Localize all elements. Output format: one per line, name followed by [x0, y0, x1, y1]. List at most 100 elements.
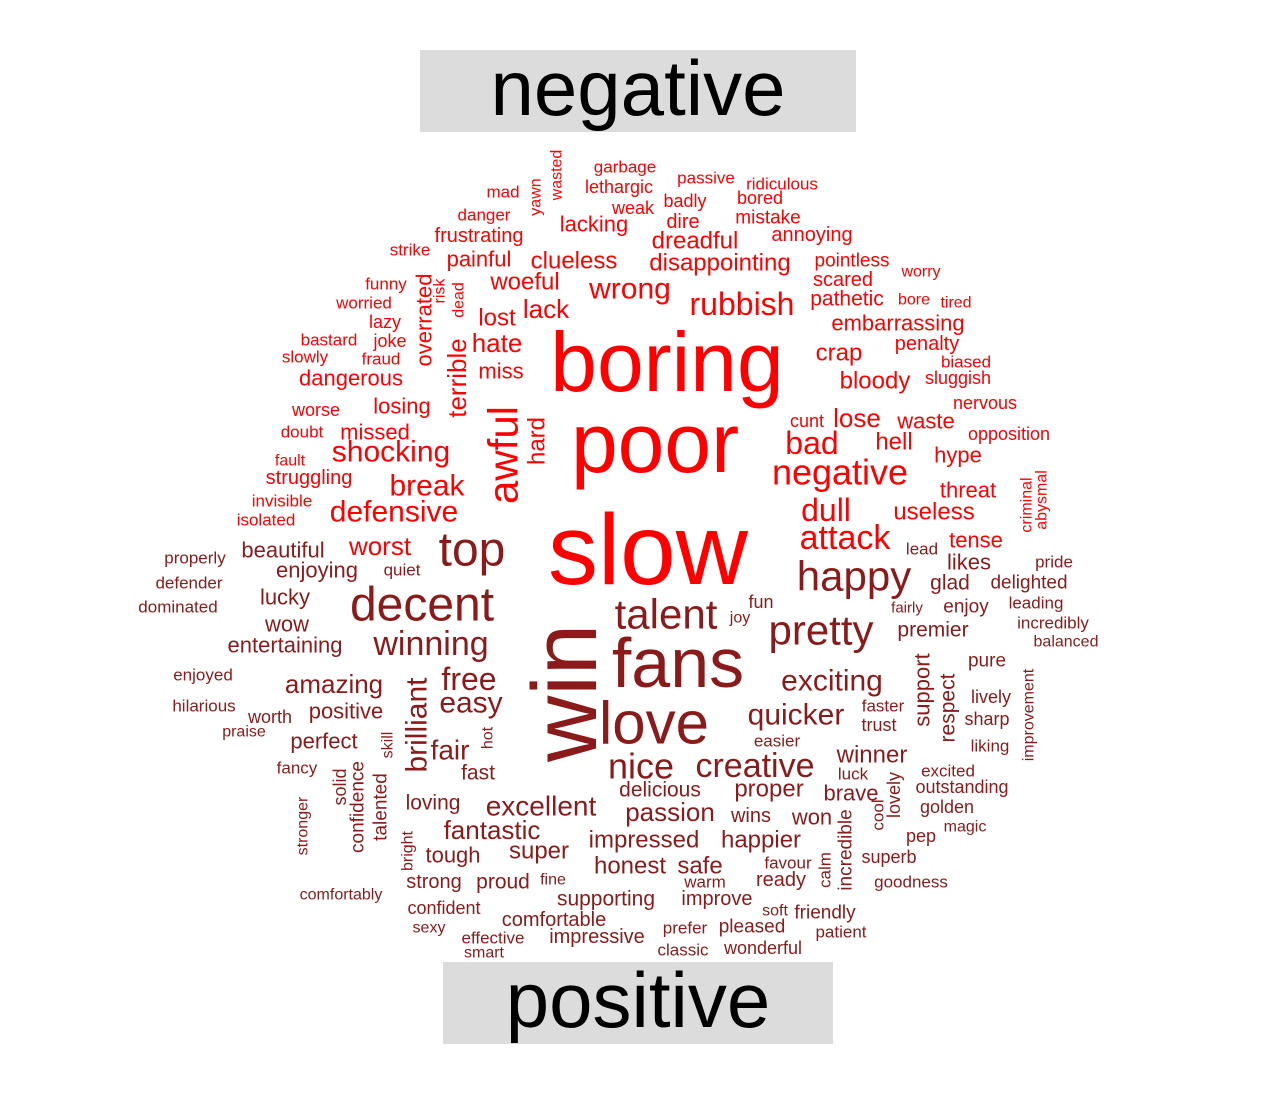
- word-wonderful: wonderful: [723, 938, 802, 958]
- word-frustrating: frustrating: [435, 225, 524, 247]
- word-confidence: confidence: [348, 761, 369, 853]
- word-outstanding: outstanding: [915, 777, 1008, 797]
- word-enjoying: enjoying: [276, 558, 358, 583]
- word-effective: effective: [461, 929, 524, 948]
- word-free: free: [441, 661, 496, 697]
- positive-label-background: [443, 962, 833, 1044]
- word-easy: easy: [439, 687, 502, 720]
- word-dreadful: dreadful: [652, 228, 739, 255]
- word-opposition: opposition: [968, 424, 1050, 444]
- word-lively: lively: [971, 687, 1011, 707]
- word-improvement: improvement: [1021, 668, 1038, 761]
- word-leading: leading: [1009, 594, 1064, 613]
- word-trust: trust: [861, 715, 896, 735]
- word-confident: confident: [407, 898, 480, 918]
- word-abysmal: abysmal: [1034, 470, 1051, 530]
- word-dangerous: dangerous: [299, 366, 403, 391]
- word-lose: lose: [833, 403, 881, 433]
- word-overrated: overrated: [412, 274, 437, 367]
- word-struggling: struggling: [266, 467, 353, 489]
- word-poor: poor: [571, 396, 739, 490]
- word-invisible: invisible: [252, 492, 312, 511]
- word-worth: worth: [247, 707, 292, 727]
- word-honest: honest: [594, 853, 666, 880]
- word-penalty: penalty: [895, 333, 960, 355]
- negative-label-background: [420, 50, 856, 132]
- word-beautiful: beautiful: [241, 538, 324, 563]
- word-proud: proud: [476, 871, 530, 894]
- word-soft: soft: [762, 903, 788, 920]
- word-strike: strike: [390, 241, 431, 260]
- word-terrible: terrible: [442, 338, 472, 417]
- word-attack: attack: [800, 519, 892, 557]
- word-awful: awful: [480, 406, 527, 504]
- word-comfortably: comfortably: [300, 887, 383, 904]
- word-tired: tired: [940, 295, 971, 312]
- word-fair: fair: [431, 735, 470, 766]
- word-dead: dead: [451, 282, 468, 318]
- word-ridiculous: ridiculous: [746, 175, 818, 194]
- word-slowly: slowly: [282, 348, 329, 367]
- word-garbage: garbage: [594, 158, 656, 177]
- word-lost: lost: [478, 305, 516, 332]
- word-useless: useless: [893, 499, 974, 526]
- word-incredibly: incredibly: [1017, 614, 1089, 633]
- word-properly: properly: [164, 549, 226, 568]
- word-solid: solid: [330, 768, 350, 805]
- word-hell: hell: [875, 429, 912, 456]
- word-lack: lack: [523, 294, 570, 324]
- word-hilarious: hilarious: [172, 697, 235, 716]
- word-premier: premier: [897, 619, 968, 642]
- word-calm: calm: [816, 852, 835, 888]
- word-losing: losing: [373, 394, 430, 419]
- word-incredible: incredible: [836, 809, 857, 890]
- word-fault: fault: [275, 453, 306, 470]
- word-talented: talented: [371, 773, 392, 841]
- word-talent: talent: [615, 591, 718, 638]
- word-doubt: doubt: [281, 423, 324, 442]
- word-brave: brave: [823, 781, 878, 806]
- word-annoying: annoying: [771, 224, 852, 246]
- word-shocking: shocking: [332, 436, 450, 469]
- word-bored: bored: [737, 188, 783, 208]
- word-mad: mad: [486, 183, 519, 202]
- word-bad: bad: [785, 425, 838, 461]
- word-passion: passion: [625, 797, 715, 827]
- word-dominated: dominated: [138, 598, 217, 617]
- word-lethargic: lethargic: [585, 177, 653, 197]
- word-tense: tense: [949, 528, 1003, 553]
- word-fantastic: fantastic: [444, 815, 541, 845]
- word-bright: bright: [400, 830, 417, 871]
- word-pure: pure: [968, 651, 1006, 672]
- word-isolated: isolated: [237, 511, 296, 530]
- word-passive: passive: [677, 169, 735, 188]
- word-worried: worried: [335, 294, 392, 313]
- word-winning: winning: [372, 625, 488, 663]
- word-yawn: yawn: [528, 178, 545, 215]
- word-woeful: woeful: [489, 269, 559, 296]
- word-mistake: mistake: [735, 208, 800, 229]
- word-faster: faster: [862, 697, 905, 716]
- word-missed: missed: [340, 420, 410, 445]
- word-pleased: pleased: [719, 917, 786, 938]
- word-wrong: wrong: [588, 273, 671, 306]
- positive-group-label: positive: [506, 956, 770, 1044]
- word-cunt: cunt: [790, 411, 824, 431]
- word-nice: nice: [608, 746, 674, 787]
- word-quicker: quicker: [748, 699, 845, 732]
- word-pretty: pretty: [768, 607, 873, 654]
- word-hype: hype: [934, 443, 982, 468]
- word-pep: pep: [906, 826, 936, 846]
- word-skill: skill: [380, 732, 397, 759]
- word-balanced: balanced: [1034, 634, 1099, 651]
- word-painful: painful: [447, 247, 512, 272]
- word-stronger: stronger: [295, 796, 312, 855]
- word-fun: fun: [748, 592, 773, 612]
- word-worst: worst: [348, 531, 412, 561]
- word-dull: dull: [801, 492, 851, 528]
- word-patient: patient: [815, 923, 866, 942]
- word-impressed: impressed: [589, 827, 700, 854]
- word-improve: improve: [681, 888, 752, 910]
- word-fans: fans: [612, 624, 744, 702]
- word-risk: risk: [432, 278, 449, 304]
